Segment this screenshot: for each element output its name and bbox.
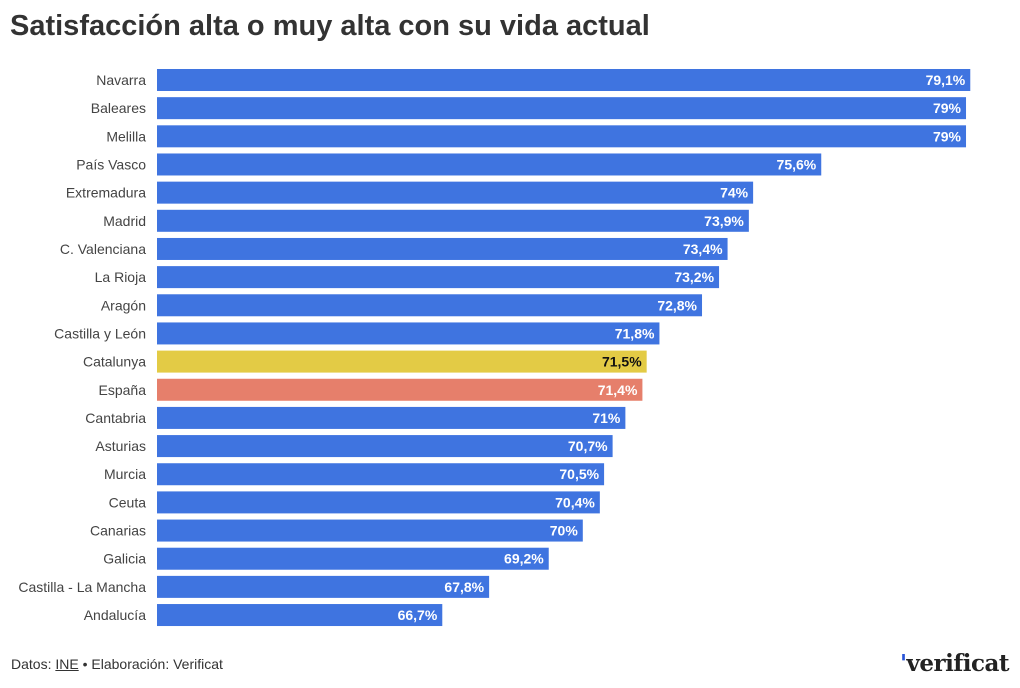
bar-arag-n bbox=[157, 294, 703, 317]
data-label: 79% bbox=[933, 128, 962, 144]
category-label: C. Valenciana bbox=[60, 241, 146, 257]
bar-cantabria bbox=[157, 406, 626, 429]
data-label: 66,7% bbox=[398, 607, 438, 623]
data-label: 69,2% bbox=[504, 551, 544, 567]
bar-navarra bbox=[157, 69, 971, 91]
bar-melilla bbox=[157, 125, 967, 148]
footer-prefix: Datos: bbox=[11, 656, 56, 672]
bar-castilla-y-le-n bbox=[157, 322, 660, 345]
category-label: Andalucía bbox=[84, 607, 146, 623]
data-label: 74% bbox=[720, 185, 749, 201]
category-label: Canarias bbox=[90, 523, 146, 539]
category-label: País Vasco bbox=[76, 156, 146, 172]
bar-murcia bbox=[157, 463, 605, 486]
bar-la-rioja bbox=[157, 266, 720, 289]
bar-galicia bbox=[157, 547, 549, 570]
category-label: Galicia bbox=[103, 551, 146, 567]
bar-extremadura bbox=[157, 181, 754, 204]
data-label: 67,8% bbox=[444, 579, 484, 595]
category-label: Murcia bbox=[104, 466, 146, 482]
category-label: España bbox=[99, 382, 147, 398]
category-label: Castilla y León bbox=[54, 325, 146, 341]
bar-ceuta bbox=[157, 491, 600, 514]
bar-catalunya bbox=[157, 350, 647, 373]
category-label: Extremadura bbox=[66, 185, 146, 201]
bar-asturias bbox=[157, 435, 613, 458]
verificat-logo: 'verificat bbox=[899, 650, 1010, 677]
bar-madrid bbox=[157, 209, 749, 232]
category-label: Baleares bbox=[91, 100, 146, 116]
data-label: 73,9% bbox=[704, 213, 744, 229]
bar-baleares bbox=[157, 97, 967, 120]
data-label: 70,5% bbox=[559, 466, 599, 482]
bar-andaluc-a bbox=[157, 604, 443, 627]
bar-chart: Navarra 79,1% Baleares 79% Melilla 79% País Va… bbox=[18, 69, 971, 627]
category-label: Aragón bbox=[101, 297, 146, 313]
category-label: Asturias bbox=[95, 438, 146, 454]
category-label: Madrid bbox=[103, 213, 146, 229]
data-label: 79,1% bbox=[926, 72, 966, 88]
category-label: Catalunya bbox=[83, 354, 146, 370]
bar-castilla-la-mancha bbox=[157, 575, 490, 598]
data-label: 70,4% bbox=[555, 494, 595, 510]
category-label: La Rioja bbox=[95, 269, 147, 285]
data-label: 71,5% bbox=[602, 354, 642, 370]
data-label: 71,4% bbox=[598, 382, 638, 398]
footer-suffix: • Elaboración: Verificat bbox=[78, 656, 223, 672]
category-label: Cantabria bbox=[85, 410, 146, 426]
chart-title: Satisfacción alta o muy alta con su vida… bbox=[10, 10, 650, 42]
bar-canarias bbox=[157, 519, 583, 542]
bar-espa-a bbox=[157, 378, 643, 401]
data-label: 73,4% bbox=[683, 241, 723, 257]
data-label: 70% bbox=[550, 523, 579, 539]
data-label: 71% bbox=[592, 410, 621, 426]
data-label: 72,8% bbox=[657, 297, 697, 313]
data-label: 71,8% bbox=[615, 325, 655, 341]
source-link[interactable]: INE bbox=[55, 656, 79, 672]
category-label: Ceuta bbox=[109, 494, 147, 510]
data-label: 70,7% bbox=[568, 438, 608, 454]
data-label: 73,2% bbox=[674, 269, 714, 285]
data-label: 75,6% bbox=[777, 156, 817, 172]
footer-source: Datos: INE • Elaboración: Verificat bbox=[11, 656, 223, 672]
category-label: Melilla bbox=[106, 128, 146, 144]
category-label: Castilla - La Mancha bbox=[18, 579, 146, 595]
bar-c-valenciana bbox=[157, 237, 728, 260]
bar-pa-s-vasco bbox=[157, 153, 822, 176]
category-label: Navarra bbox=[96, 72, 146, 88]
data-label: 79% bbox=[933, 100, 962, 116]
